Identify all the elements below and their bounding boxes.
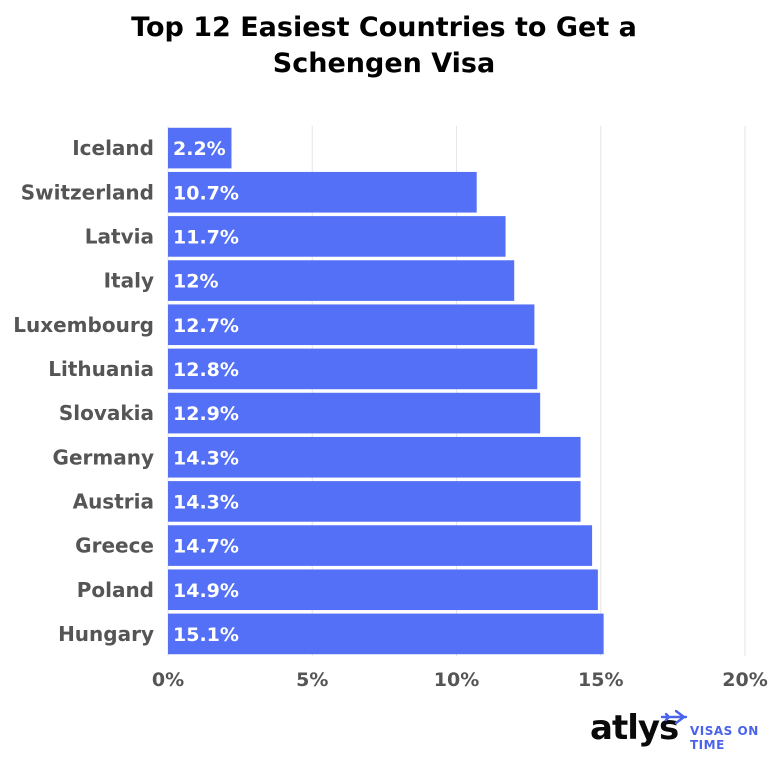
x-tick-label: 5% [296,669,328,691]
bars [168,127,604,655]
data-label: 14.3% [173,447,239,469]
category-label: Slovakia [59,401,154,425]
bar [168,216,506,257]
bar [168,348,538,390]
bar [168,260,515,301]
brand-tagline-line1: VISAS ON [690,724,759,738]
data-label: 2.2% [173,138,226,160]
airplane-icon [660,709,688,725]
category-labels: Iceland Switzerland Latvia Italy Luxembourg L… [13,136,154,646]
data-label: 14.3% [173,491,239,513]
category-label: Iceland [72,136,154,160]
bar [168,481,581,522]
data-label: 12.7% [173,315,239,337]
data-label: 11.7% [173,226,239,248]
chart-title: Top 12 Easiest Countries to Get a Scheng… [131,12,637,79]
bar [168,569,598,611]
bar [168,613,604,655]
brand-logo: atlys VISAS ON TIME [590,708,760,754]
bar [168,436,581,478]
data-label: 10.7% [173,182,239,204]
x-tick-labels: 0% 5% 10% 15% 20% [152,669,768,691]
bar [168,171,477,213]
brand-tagline-line2: TIME [690,738,725,752]
bar [168,127,232,169]
category-label: Luxembourg [13,313,154,337]
data-label: 12% [173,271,218,293]
category-label: Poland [77,578,154,602]
category-label: Greece [75,534,154,558]
category-label: Latvia [85,224,154,248]
bar [168,392,541,434]
data-label: 14.7% [173,536,239,558]
data-label: 12.9% [173,403,239,425]
category-label: Italy [104,269,154,293]
x-tick-label: 10% [434,669,479,691]
brand-name: atlys [590,708,679,748]
data-label: 15.1% [173,624,239,646]
gridlines [167,126,746,656]
category-label: Hungary [58,622,154,646]
bar [168,304,535,346]
category-label: Switzerland [21,180,154,204]
data-label: 12.8% [173,359,239,381]
data-label: 14.9% [173,580,239,602]
category-label: Lithuania [48,357,154,381]
x-tick-label: 0% [152,669,184,691]
x-tick-label: 15% [578,669,623,691]
x-tick-label: 20% [722,669,767,691]
data-labels: 2.2% 10.7% 11.7% 12% 12.7% 12.8% 12.9% 14.3% 14.… [173,138,239,646]
bar [168,525,593,566]
category-label: Germany [53,445,154,469]
category-label: Austria [73,489,154,513]
